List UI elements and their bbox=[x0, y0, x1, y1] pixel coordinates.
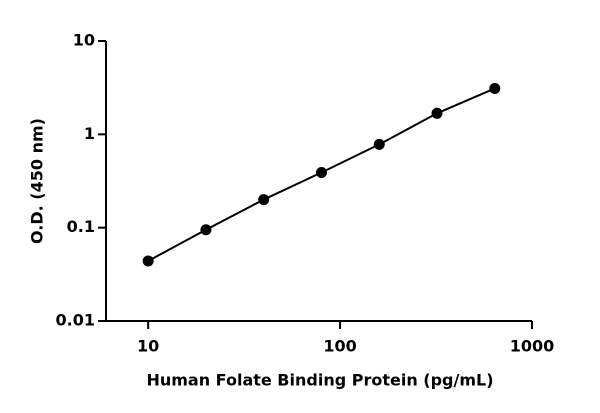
point bbox=[200, 224, 212, 236]
point bbox=[258, 194, 270, 206]
y-axis-label: O.D. (450 nm) bbox=[28, 118, 47, 244]
y-tick-label: 0.1 bbox=[67, 217, 95, 236]
point bbox=[489, 82, 501, 94]
point bbox=[373, 138, 385, 150]
point bbox=[315, 167, 327, 179]
x-tick-label: 100 bbox=[323, 337, 356, 356]
x-tick-label: 10 bbox=[137, 337, 159, 356]
point bbox=[431, 107, 443, 119]
y-tick-label: 10 bbox=[73, 31, 95, 50]
x-tick-label: 1000 bbox=[510, 337, 555, 356]
x-axis-label: Human Folate Binding Protein (pg/mL) bbox=[146, 371, 493, 390]
y-tick-label: 0.01 bbox=[56, 311, 95, 330]
point bbox=[142, 255, 154, 267]
y-tick-label: 1 bbox=[84, 124, 95, 143]
